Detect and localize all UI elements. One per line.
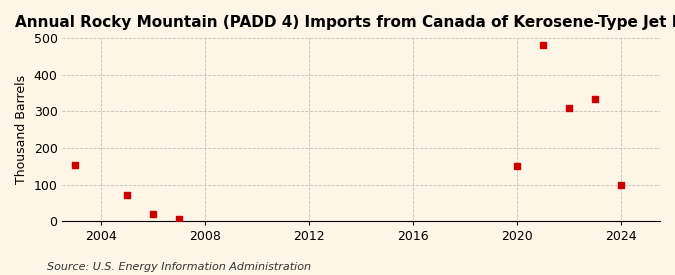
Text: Source: U.S. Energy Information Administration: Source: U.S. Energy Information Administ… [47,262,311,271]
Point [512,164,522,169]
Point [174,217,185,221]
Point [538,43,549,48]
Point [148,212,159,216]
Y-axis label: Thousand Barrels: Thousand Barrels [15,75,28,184]
Point [590,97,601,101]
Point [122,192,133,197]
Point [616,183,626,187]
Title: Annual Rocky Mountain (PADD 4) Imports from Canada of Kerosene-Type Jet Fuel: Annual Rocky Mountain (PADD 4) Imports f… [15,15,675,30]
Point [564,106,574,110]
Point [70,163,81,167]
